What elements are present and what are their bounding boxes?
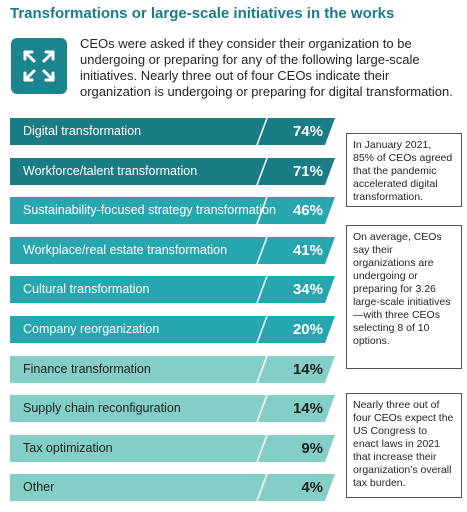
bar-value-label: 14% (292, 400, 323, 417)
bar (10, 395, 335, 422)
bar-label: Sustainability-focused strategy transfor… (23, 203, 276, 217)
bar-label: Digital transformation (23, 124, 142, 138)
bar-value-label: 14% (292, 361, 323, 378)
bar (10, 316, 335, 343)
bar-shape (10, 197, 335, 224)
bar-shape (10, 316, 335, 343)
bar-row: Finance transformation 14% (10, 356, 335, 383)
bar-row: Cultural transformation 34% (10, 276, 335, 303)
bar-row: Workplace/real estate transformation 41% (10, 237, 335, 264)
bar-row: Tax optimization 9% (10, 435, 335, 462)
bar-row: Workforce/talent transformation 71% (10, 158, 335, 185)
bar (10, 435, 335, 462)
bar (10, 356, 335, 383)
bar-label: Supply chain reconfiguration (23, 401, 181, 415)
bar-value-label: 71% (292, 163, 323, 180)
bar-divider (256, 276, 268, 303)
bar-value-label: 74% (292, 123, 323, 140)
expand-arrows-icon (11, 38, 67, 94)
bar-shape (10, 474, 335, 501)
intro-text: CEOs were asked if they consider their o… (80, 36, 453, 99)
bar-row: Supply chain reconfiguration 14% (10, 395, 335, 422)
bar-row: Company reorganization 20% (10, 316, 335, 343)
bar (10, 118, 335, 145)
bar-value-label: 4% (301, 479, 323, 496)
bar-label: Other (23, 480, 55, 494)
bar-value-label: 20% (292, 321, 323, 338)
bar (10, 158, 335, 185)
bar-value-label: 34% (292, 281, 323, 298)
bar-divider (256, 118, 268, 145)
callout-text: Nearly three out of four CEOs expect the… (353, 399, 454, 489)
callout-tax: Nearly three out of four CEOs expect the… (346, 393, 462, 498)
bar-shape (10, 435, 335, 462)
bar-label: Workforce/talent transformation (23, 164, 198, 178)
callout-text: In January 2021, 85% of CEOs agreed that… (353, 139, 453, 203)
bar-label: Cultural transformation (23, 282, 150, 296)
callout-digital: In January 2021, 85% of CEOs agreed that… (346, 133, 462, 207)
bar-value-label: 9% (301, 440, 323, 457)
bar-row: Sustainability-focused strategy transfor… (10, 197, 335, 224)
bar-value-label: 46% (292, 202, 323, 219)
bar-shape (10, 237, 335, 264)
bar-divider (256, 237, 268, 264)
bar (10, 276, 335, 303)
bar (10, 474, 335, 501)
bar-shape (10, 395, 335, 422)
bar-label: Company reorganization (23, 322, 160, 336)
page-title: Transformations or large-scale initiativ… (10, 5, 395, 22)
bar-label: Tax optimization (23, 441, 113, 455)
bar-row: Other 4% (10, 474, 335, 501)
bar-divider (256, 197, 268, 224)
bar-value-label: 41% (292, 242, 323, 259)
bar-row: Digital transformation 74% (10, 118, 335, 145)
bar-label: Workplace/real estate transformation (23, 243, 228, 257)
callout-average: On average, CEOs say their organizations… (346, 225, 462, 369)
bar-divider (256, 474, 268, 501)
bar-shape (10, 276, 335, 303)
bar (10, 237, 335, 264)
callout-text: On average, CEOs say their organizations… (353, 231, 451, 347)
bar-divider (256, 435, 268, 462)
bar-divider (256, 395, 268, 422)
bar-shape (10, 356, 335, 383)
bar (10, 197, 335, 224)
bar-divider (256, 158, 268, 185)
bar-shape (10, 118, 335, 145)
bar-divider (256, 316, 268, 343)
bar-label: Finance transformation (23, 362, 151, 376)
bar-divider (256, 356, 268, 383)
bar-shape (10, 158, 335, 185)
